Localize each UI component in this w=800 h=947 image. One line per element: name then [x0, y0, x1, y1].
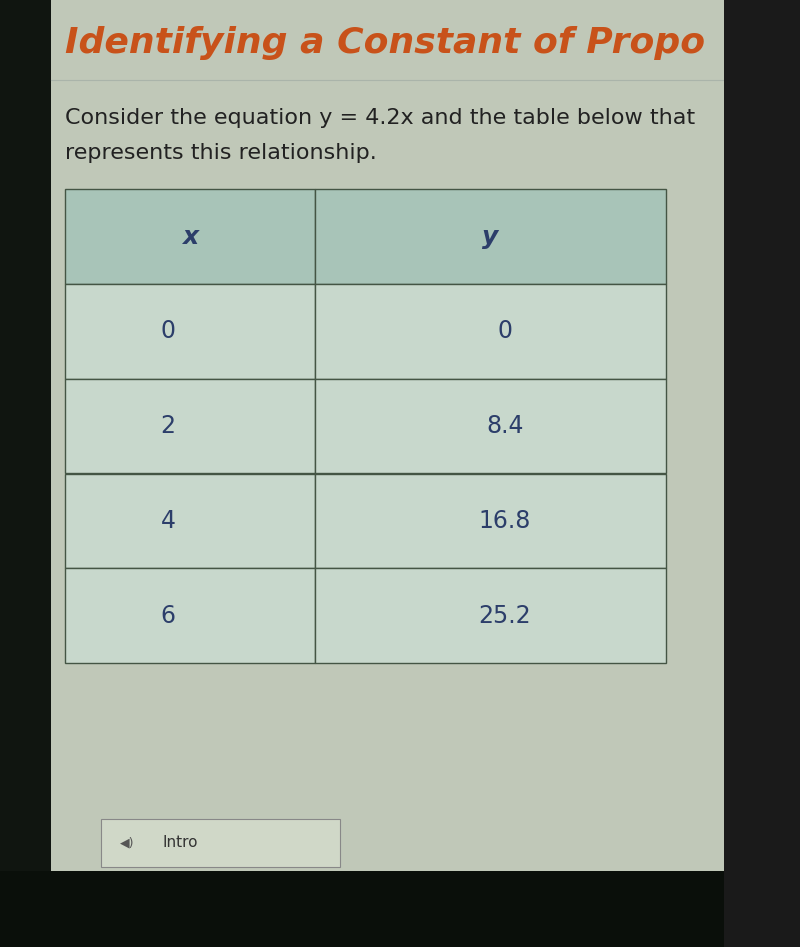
Bar — [65, 568, 314, 663]
Text: x: x — [182, 224, 198, 249]
Text: Consider the equation y = 4.2x and the table below that: Consider the equation y = 4.2x and the t… — [65, 108, 695, 129]
Text: y: y — [482, 224, 498, 249]
Bar — [314, 284, 666, 379]
Text: ◀): ◀) — [119, 836, 134, 849]
Text: 2: 2 — [161, 414, 176, 438]
Bar — [65, 189, 314, 284]
Text: Identifying a Constant of Propo: Identifying a Constant of Propo — [65, 26, 706, 60]
Text: 0: 0 — [498, 319, 512, 344]
Text: 16.8: 16.8 — [478, 509, 531, 533]
Bar — [314, 568, 666, 663]
Text: 0: 0 — [161, 319, 176, 344]
Text: 8.4: 8.4 — [486, 414, 523, 438]
Text: 25.2: 25.2 — [478, 603, 531, 628]
Bar — [65, 379, 314, 474]
Text: 4: 4 — [161, 509, 176, 533]
Bar — [102, 819, 340, 867]
Bar — [314, 379, 666, 474]
Text: represents this relationship.: represents this relationship. — [65, 143, 377, 164]
Text: 6: 6 — [161, 603, 176, 628]
Bar — [314, 189, 666, 284]
Bar — [65, 474, 314, 568]
Bar — [0, 871, 724, 947]
Bar — [314, 474, 666, 568]
Bar — [0, 0, 50, 947]
Bar — [65, 284, 314, 379]
Text: Intro: Intro — [163, 835, 198, 850]
